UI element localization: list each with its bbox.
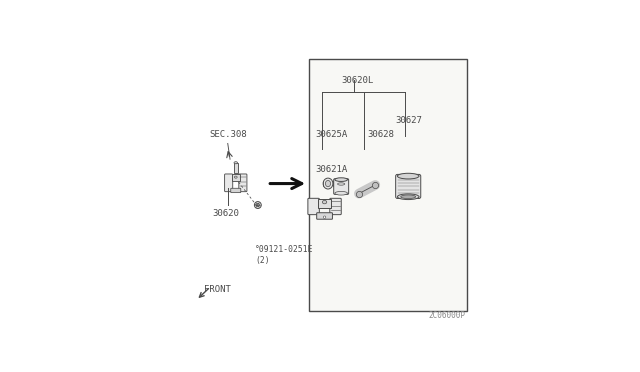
FancyBboxPatch shape [333, 179, 349, 195]
Ellipse shape [234, 176, 237, 178]
Text: 30620: 30620 [212, 209, 239, 218]
FancyBboxPatch shape [239, 174, 247, 192]
Ellipse shape [335, 178, 348, 182]
Text: 30625A: 30625A [316, 130, 348, 140]
Ellipse shape [325, 180, 331, 187]
Ellipse shape [254, 202, 261, 208]
Ellipse shape [401, 195, 415, 199]
FancyBboxPatch shape [232, 174, 239, 181]
FancyBboxPatch shape [319, 199, 331, 208]
FancyBboxPatch shape [231, 188, 241, 193]
Ellipse shape [335, 192, 348, 195]
FancyBboxPatch shape [308, 198, 319, 215]
Ellipse shape [323, 178, 333, 189]
Text: °09121-0251E
(2): °09121-0251E (2) [255, 246, 314, 265]
Text: 2C06000P: 2C06000P [429, 311, 465, 320]
FancyBboxPatch shape [317, 213, 332, 219]
Ellipse shape [323, 216, 326, 218]
FancyBboxPatch shape [396, 174, 420, 198]
FancyBboxPatch shape [330, 198, 341, 215]
Ellipse shape [323, 201, 327, 204]
FancyBboxPatch shape [225, 174, 233, 192]
FancyBboxPatch shape [234, 163, 237, 173]
Ellipse shape [337, 183, 345, 185]
Ellipse shape [234, 162, 237, 164]
Ellipse shape [397, 173, 419, 179]
Text: FRONT: FRONT [204, 285, 231, 294]
Text: 30628: 30628 [367, 130, 394, 140]
Text: SEC.308: SEC.308 [209, 130, 247, 140]
Text: 30621A: 30621A [316, 165, 348, 174]
Ellipse shape [256, 203, 260, 207]
Text: 30627: 30627 [396, 116, 422, 125]
Text: 30620L: 30620L [341, 76, 373, 85]
Ellipse shape [397, 194, 419, 199]
Bar [309, 59, 467, 311]
